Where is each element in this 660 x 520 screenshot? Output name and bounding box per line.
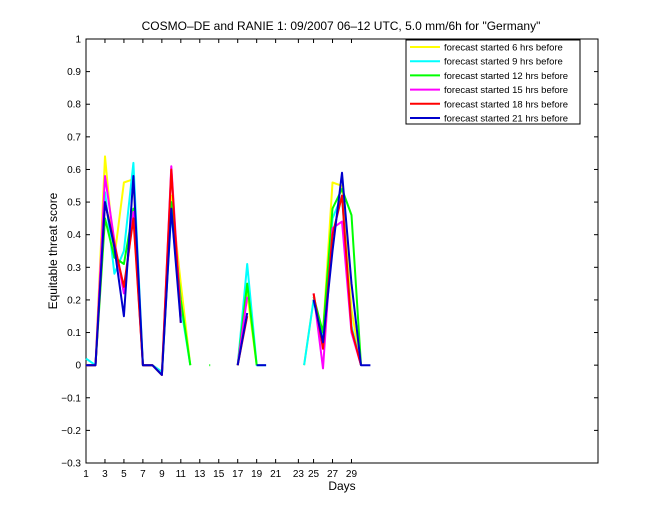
legend-box (405, 39, 581, 125)
y-tick-label: −0.2 (61, 426, 81, 437)
series-line (86, 175, 182, 376)
y-tick-label: 0.9 (67, 67, 81, 78)
x-tick-label: 27 (327, 469, 339, 480)
legend-label: forecast started 15 hrs before (444, 85, 568, 96)
legend-label: forecast started 18 hrs before (444, 99, 568, 110)
x-tick-label: 15 (213, 469, 225, 480)
legend-label: forecast started 12 hrs before (444, 71, 568, 82)
y-tick-label: −0.3 (61, 459, 81, 470)
x-tick-label: 21 (270, 469, 282, 480)
y-tick-label: 0.6 (67, 165, 81, 176)
x-tick-label: 29 (346, 469, 358, 480)
x-tick-label: 9 (159, 469, 165, 480)
y-axis-label: Equitable threat score (46, 192, 60, 309)
y-tick-label: 0.5 (67, 198, 81, 209)
y-tick-label: 0.7 (67, 132, 81, 143)
x-axis: 1 3 5 7 9 11 13 15 17 19 21 23 25 27 29 (83, 39, 357, 480)
y-tick-label: 0.4 (67, 230, 81, 241)
x-axis-label: Days (328, 479, 355, 493)
x-tick-label: 19 (251, 469, 263, 480)
x-tick-label: 11 (176, 469, 187, 480)
y-tick-label: 0.1 (67, 328, 81, 339)
x-tick-label: 1 (83, 469, 89, 480)
chart-title: COSMO–DE and RANIE 1: 09/2007 06–12 UTC,… (142, 19, 541, 33)
x-tick-label: 25 (308, 469, 320, 480)
x-tick-label: 17 (232, 469, 244, 480)
y-tick-label: 1 (75, 35, 81, 46)
legend-label: forecast started 6 hrs before (444, 43, 563, 54)
series-line (312, 188, 362, 366)
series-line (312, 171, 371, 367)
y-tick-label: −0.1 (61, 393, 81, 404)
series-line (236, 312, 249, 366)
y-axis: −0.3 −0.2 −0.1 0 0.1 0.2 0.3 0.4 0.5 0.6 0.7 0.8 0.9… (61, 35, 598, 470)
legend-label: forecast started 21 hrs before (444, 114, 568, 125)
legend: forecast started 6 hrs before forecast st… (405, 39, 581, 125)
series-6 (86, 171, 371, 376)
x-tick-label: 23 (293, 469, 305, 480)
y-tick-label: 0.8 (67, 100, 81, 111)
x-tick-label: 13 (194, 469, 206, 480)
x-tick-label: 3 (102, 469, 108, 480)
y-tick-label: 0 (75, 361, 81, 372)
series-lines (85, 155, 371, 376)
x-tick-label: 5 (121, 469, 127, 480)
y-tick-label: 0.2 (67, 295, 81, 306)
legend-label: forecast started 9 hrs before (444, 57, 563, 68)
y-tick-label: 0.3 (67, 263, 81, 274)
x-tick-label: 7 (140, 469, 146, 480)
